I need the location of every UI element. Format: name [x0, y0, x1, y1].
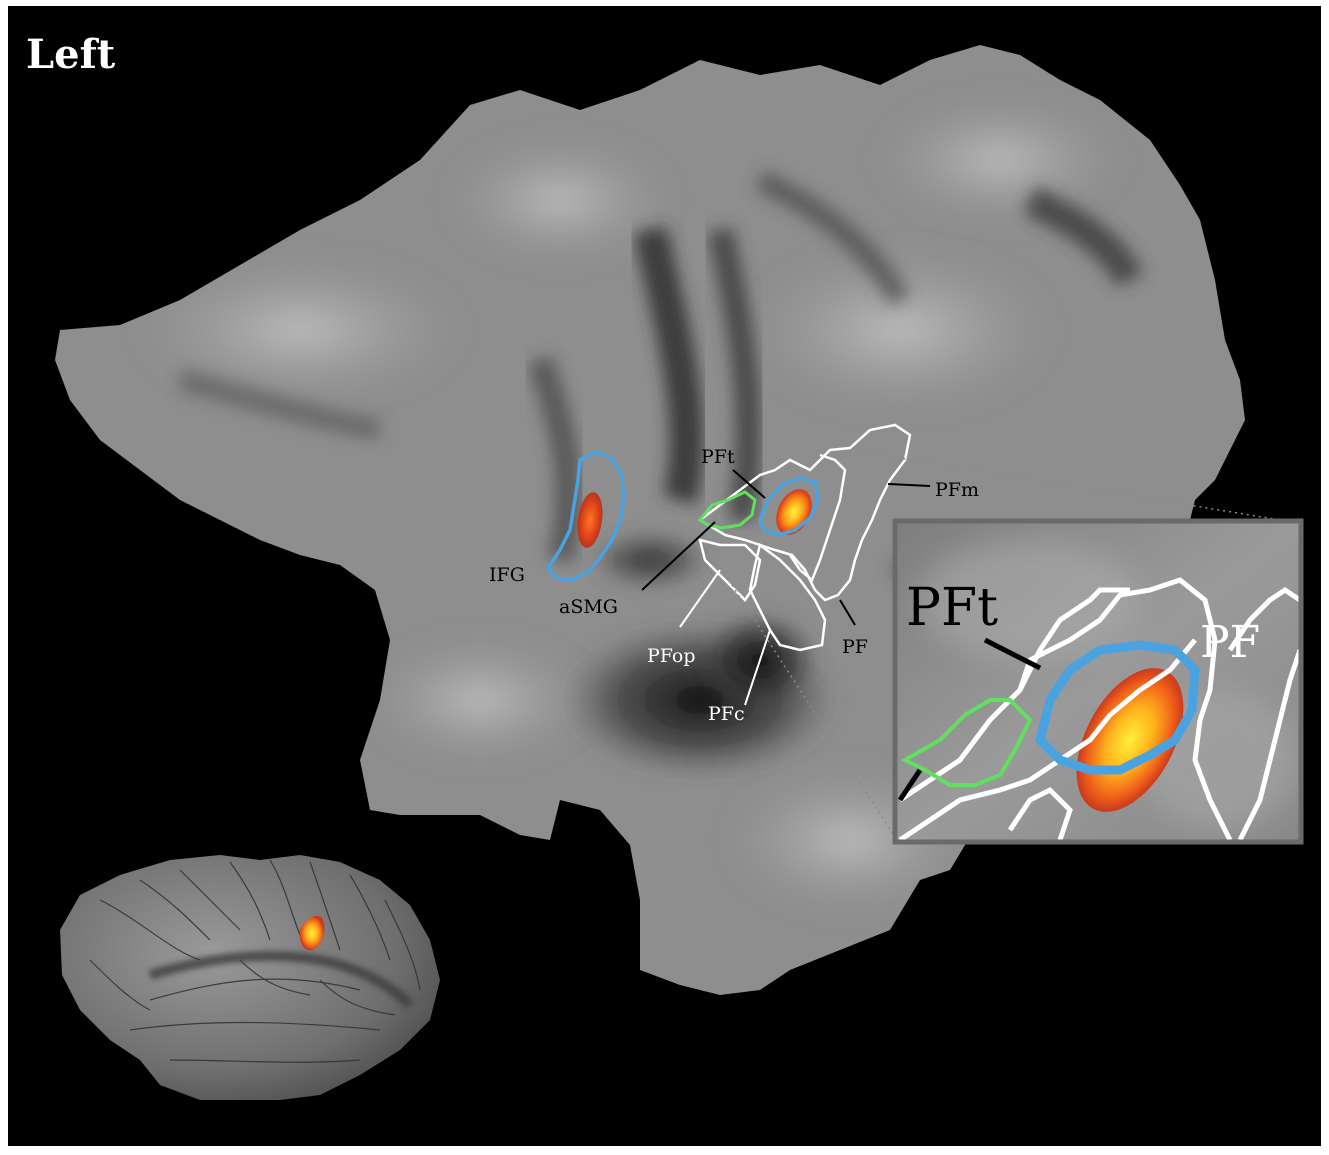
- pfm-pf-outline: [697, 423, 912, 602]
- inset-frame: [892, 518, 1304, 845]
- asmg-outline: [697, 490, 757, 530]
- inset-pft-outline: [1035, 640, 1200, 775]
- asmg-leader: [641, 521, 716, 591]
- pfop-leader: [679, 569, 721, 628]
- lateral-brain-view: [60, 855, 440, 1100]
- zoom-inset: PFt PF: [892, 518, 1304, 845]
- flatmap-labels: IFG aSMG PFt PFm PFop PFc PF: [489, 446, 979, 725]
- label-leaders: [641, 469, 931, 706]
- pfm-leader: [887, 483, 931, 487]
- ifg-activation: [577, 492, 603, 548]
- label-pfc: PFc: [708, 703, 745, 725]
- pft-pf-boundary: [788, 453, 847, 583]
- pfc-leader: [744, 629, 771, 706]
- label-pft: PFt: [701, 446, 735, 468]
- brain-activation: [299, 915, 325, 951]
- hemisphere-label: Left: [26, 31, 116, 78]
- flatmap-roi-outlines: [545, 423, 912, 652]
- inset-asmg-outline: [900, 698, 1033, 787]
- inset-label-pf: PF: [1200, 617, 1260, 668]
- label-pf: PF: [842, 636, 868, 658]
- label-pfop: PFop: [647, 645, 696, 667]
- brain-surface: [60, 855, 440, 1100]
- inset-label-pft: PFt: [906, 578, 998, 638]
- pfc-outline: [748, 542, 827, 652]
- label-asmg: aSMG: [559, 596, 618, 618]
- inset-pft-leader: [983, 637, 1042, 671]
- pft-outline: [758, 476, 820, 537]
- ifg-outline: [545, 450, 626, 582]
- pf-leader: [839, 599, 856, 626]
- label-ifg: IFG: [489, 564, 525, 586]
- inset-pft-activation: [1076, 668, 1184, 812]
- label-pfm: PFm: [935, 479, 979, 501]
- zoom-guides: [731, 449, 1300, 841]
- pfop-outline: [698, 538, 762, 602]
- pft-leader: [732, 469, 766, 499]
